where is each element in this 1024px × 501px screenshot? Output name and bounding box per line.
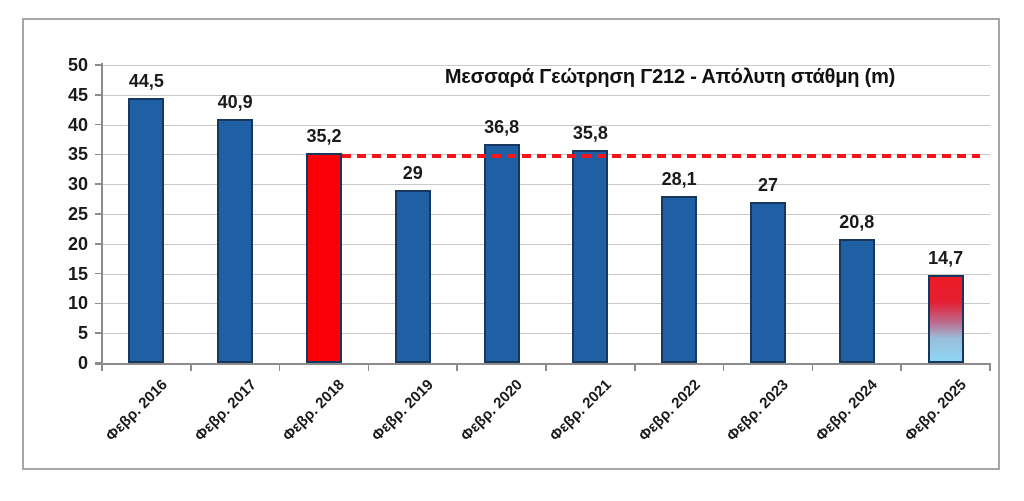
x-axis-tick <box>722 363 725 371</box>
x-axis-tick <box>456 363 458 371</box>
y-axis-label: 20 <box>67 233 88 254</box>
gridline <box>102 214 990 215</box>
gridline <box>102 303 990 305</box>
x-axis-tick <box>634 363 636 371</box>
y-axis-tick <box>95 94 102 96</box>
bar-value-label: 44,5 <box>128 70 164 91</box>
bar-value-label: 36,8 <box>484 116 520 137</box>
bar <box>927 275 964 363</box>
gridline <box>102 65 990 66</box>
y-axis-tick <box>95 153 102 156</box>
bar <box>128 97 165 363</box>
y-axis-label: 40 <box>67 114 88 135</box>
x-axis-tick <box>900 363 902 371</box>
bar-value-label: 27 <box>757 175 779 196</box>
bar <box>750 202 786 363</box>
y-axis-line <box>101 63 103 371</box>
y-axis-label: 45 <box>67 84 88 105</box>
bar <box>306 153 342 363</box>
y-axis-tick <box>95 243 102 245</box>
reference-line <box>342 153 980 158</box>
bar-value-label: 14,7 <box>928 248 964 269</box>
x-axis-tick <box>811 363 814 371</box>
y-axis-tick <box>95 272 102 275</box>
x-axis-tick <box>278 363 281 371</box>
bar <box>661 195 698 363</box>
bar <box>217 119 254 363</box>
bar <box>394 190 431 363</box>
y-axis-label: 30 <box>67 174 88 195</box>
y-axis-label: 5 <box>77 323 88 344</box>
bar-value-label: 29 <box>402 163 423 184</box>
y-axis-label: 10 <box>67 293 88 314</box>
bar-value-label: 35,2 <box>306 126 342 147</box>
x-axis-tick <box>989 363 991 371</box>
y-axis-tick <box>95 213 102 215</box>
y-axis-label: 35 <box>67 144 88 165</box>
y-axis-label: 25 <box>67 204 88 224</box>
x-axis-tick <box>545 363 547 371</box>
bar-value-label: 40,9 <box>217 92 253 113</box>
x-axis-line <box>95 363 990 365</box>
bar-value-label: 35,8 <box>572 122 608 143</box>
y-axis-label: 15 <box>67 263 88 284</box>
chart-title: Μεσσαρά Γεώτρηση Γ212 - Απόλυτη στάθμη (… <box>444 66 896 88</box>
bar <box>483 143 520 363</box>
y-axis-tick <box>95 302 102 305</box>
x-axis-tick <box>190 363 192 371</box>
y-axis-tick <box>95 64 102 66</box>
gridline <box>102 243 990 245</box>
gridline <box>102 184 990 186</box>
bar-value-label: 28,1 <box>661 168 697 189</box>
bar <box>572 149 609 363</box>
bar <box>838 239 875 363</box>
y-axis-label: 0 <box>77 353 88 373</box>
y-axis-tick <box>95 123 102 126</box>
y-axis-tick <box>95 362 102 364</box>
bar-value-label: 20,8 <box>839 212 875 232</box>
gridline <box>102 124 990 126</box>
gridline <box>102 273 990 275</box>
x-axis-tick <box>367 363 370 371</box>
y-axis-tick <box>95 183 102 185</box>
y-axis-label: 50 <box>67 55 88 75</box>
gridline <box>102 94 990 96</box>
y-axis-tick <box>95 332 102 334</box>
x-axis-tick <box>101 363 103 371</box>
gridline <box>102 333 990 335</box>
